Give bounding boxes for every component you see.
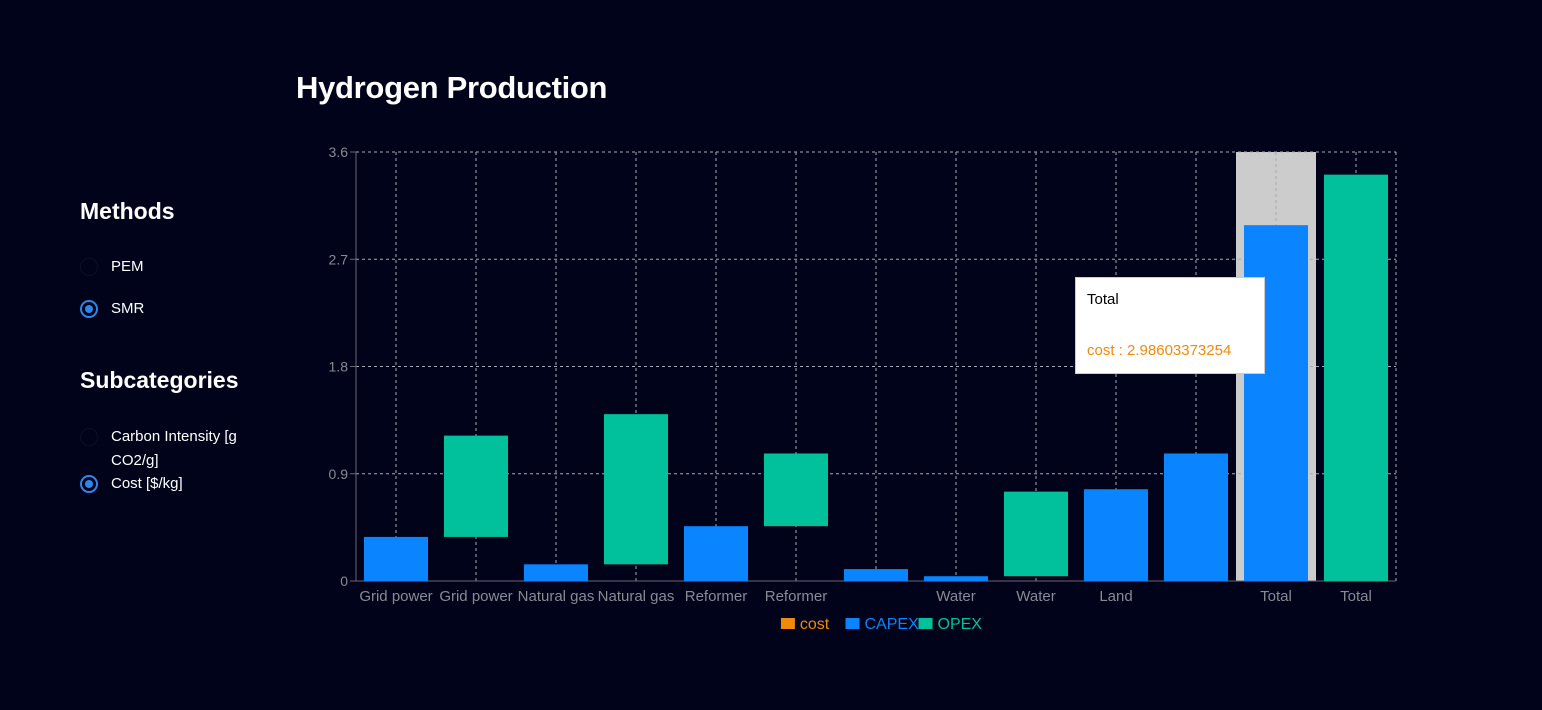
- bar-opex: [1004, 491, 1068, 577]
- method-option-label: PEM: [111, 258, 144, 275]
- legend-swatch-capex: [845, 618, 860, 629]
- bar-capex: [844, 569, 908, 581]
- tooltip-title: Total: [1087, 291, 1119, 308]
- bar-capex: [684, 526, 748, 581]
- legend-swatch-cost: [780, 618, 795, 629]
- x-tick-label: Land: [1099, 588, 1132, 605]
- page-title: Hydrogen Production: [296, 70, 608, 105]
- x-tick-label: Reformer: [765, 588, 828, 605]
- tooltip-item-label: cost: [1087, 342, 1115, 359]
- x-tick-label: Total: [1340, 588, 1372, 605]
- legend-label-opex: OPEX: [938, 616, 983, 633]
- x-tick-label: Grid power: [359, 588, 432, 605]
- bar-capex: [1084, 489, 1148, 581]
- method-option-label: SMR: [111, 300, 145, 317]
- method-option-pem[interactable]: PEM: [80, 258, 144, 279]
- y-tick-label: 2.7: [329, 251, 349, 267]
- x-tick-label: Natural gas: [518, 588, 595, 605]
- x-tick-label: Total: [1260, 588, 1292, 605]
- radio-checked-icon[interactable]: [80, 300, 98, 318]
- x-tick-label: Grid power: [439, 588, 512, 605]
- legend-label-capex: CAPEX: [865, 616, 920, 633]
- y-tick-label: 0: [340, 573, 348, 589]
- subcategory-option-cost[interactable]: Cost [$/kg]: [80, 475, 183, 496]
- chart-tooltip: Total cost : 2.98603373254: [1075, 277, 1265, 374]
- radio-unchecked-icon[interactable]: [80, 258, 98, 276]
- bar-capex: [364, 536, 428, 581]
- y-tick-label: 1.8: [329, 359, 349, 375]
- y-tick-label: 3.6: [329, 144, 349, 160]
- subcategory-option-carbon-intensity[interactable]: Carbon Intensity [g CO2/g]: [80, 428, 261, 473]
- subcategory-option-label: Cost [$/kg]: [111, 475, 183, 492]
- legend-swatch-opex: [918, 618, 933, 629]
- radio-checked-icon[interactable]: [80, 475, 98, 493]
- x-tick-label: Water: [936, 588, 975, 605]
- legend-label-cost: cost: [800, 616, 830, 633]
- y-tick-label: 0.9: [329, 466, 349, 482]
- subcategories-heading: Subcategories: [80, 367, 239, 393]
- bar-opex: [764, 453, 828, 527]
- bar-capex: [924, 576, 988, 581]
- bar-opex: [1324, 174, 1388, 581]
- x-tick-label: Reformer: [685, 588, 748, 605]
- bar-capex: [1164, 453, 1228, 581]
- tooltip-item-value: 2.98603373254: [1127, 342, 1232, 359]
- radio-unchecked-icon[interactable]: [80, 428, 98, 446]
- x-tick-label: Natural gas: [598, 588, 675, 605]
- bar-capex: [524, 564, 588, 581]
- methods-heading: Methods: [80, 198, 175, 224]
- x-tick-label: Water: [1016, 588, 1055, 605]
- subcategory-option-label: Carbon Intensity [g CO2/g]: [111, 428, 237, 469]
- method-option-smr[interactable]: SMR: [80, 300, 144, 321]
- bar-opex: [604, 414, 668, 565]
- tooltip-item: cost : 2.98603373254: [1087, 342, 1232, 359]
- bar-opex: [444, 435, 508, 537]
